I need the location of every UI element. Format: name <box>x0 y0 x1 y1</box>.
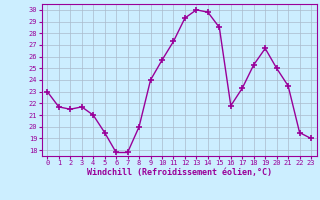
X-axis label: Windchill (Refroidissement éolien,°C): Windchill (Refroidissement éolien,°C) <box>87 168 272 177</box>
